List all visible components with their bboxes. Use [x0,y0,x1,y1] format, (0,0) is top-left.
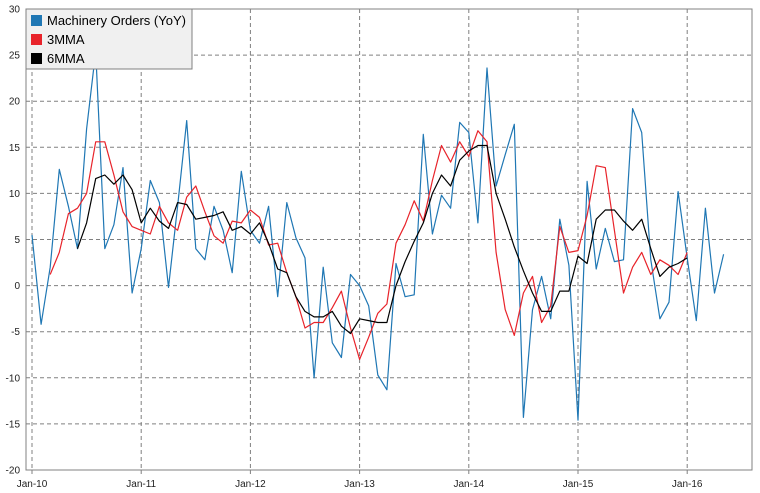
legend: Machinery Orders (YoY) 3MMA 6MMA [25,8,193,70]
y-tick-label: 30 [9,5,21,16]
y-tick-label: -15 [6,419,21,430]
legend-box [25,8,193,70]
series-line-2 [49,130,688,360]
legend-swatch [31,15,42,26]
y-tick-label: -10 [6,373,21,384]
y-tick-label: 5 [14,235,20,246]
y-tick-label: 0 [14,281,20,292]
x-tick-label: Jan-14 [454,479,485,490]
y-tick-label: 10 [9,189,21,200]
axes: -20 -15 -10 -5 0 5 10 15 20 25 30 Jan-10 Jan-11 Jan-1… [6,5,753,490]
y-tick-label: 15 [9,143,21,154]
x-tick-label: Jan-12 [235,479,266,490]
y-tick-label: 20 [9,97,21,108]
legend-label: 6MMA [47,51,85,66]
legend-label: 3MMA [47,32,85,47]
legend-swatch [31,53,42,64]
plot-area-border [25,8,753,471]
x-tick-label: Jan-13 [344,479,375,490]
x-tick-label: Jan-16 [672,479,703,490]
x-tick-label: Jan-11 [126,479,156,490]
y-tick-label: -5 [11,327,20,338]
y-tick-label: 25 [9,51,21,62]
x-tick-label: Jan-10 [17,479,48,490]
y-tick-label: -20 [6,466,21,477]
legend-swatch [31,34,42,45]
series-lines [31,50,725,421]
series-line-3 [76,144,688,335]
x-tick-label: Jan-15 [563,479,594,490]
legend-label: Machinery Orders (YoY) [47,13,186,28]
series-line-1 [31,50,725,421]
